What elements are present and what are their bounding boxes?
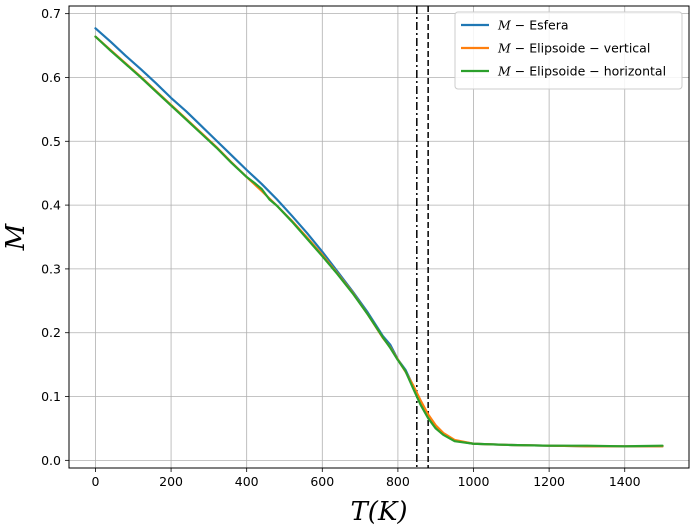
- x-tick-label: 1400: [609, 474, 641, 489]
- legend-label: M − Elipsoide − horizontal: [497, 64, 666, 79]
- axis-ticks: 0 200 400 600 800 1000 1200 1400 0.0 0.1 0.2 0.3 0.4…: [41, 6, 641, 489]
- y-axis-label: M: [1, 222, 31, 251]
- x-tick-label: 1000: [458, 474, 490, 489]
- y-tick-label: 0.1: [41, 389, 61, 404]
- x-tick-label: 0: [91, 474, 99, 489]
- series-line-3: [94, 35, 664, 448]
- y-tick-label: 0.2: [41, 325, 61, 340]
- x-tick-label: 400: [235, 474, 259, 489]
- x-axis-label: T(K): [350, 497, 407, 527]
- y-tick-label: 0.3: [41, 261, 61, 276]
- y-tick-label: 0.0: [41, 453, 61, 468]
- y-tick-label: 0.5: [41, 134, 61, 149]
- x-tick-label: 200: [159, 474, 183, 489]
- legend-label: M − Elipsoide − vertical: [497, 41, 650, 56]
- x-tick-label: 800: [386, 474, 410, 489]
- y-tick-label: 0.4: [41, 198, 61, 213]
- x-tick-label: 1200: [533, 474, 565, 489]
- x-tick-label: 600: [310, 474, 334, 489]
- legend-box: [454, 11, 683, 90]
- legend: M − Esfera M − Elipsoide − vertical M − El…: [454, 11, 683, 90]
- legend-label: M − Esfera: [497, 18, 569, 33]
- y-tick-label: 0.6: [41, 70, 61, 85]
- series-lines: [94, 27, 664, 448]
- plot-frame: [68, 5, 690, 469]
- y-tick-label: 0.7: [41, 6, 61, 21]
